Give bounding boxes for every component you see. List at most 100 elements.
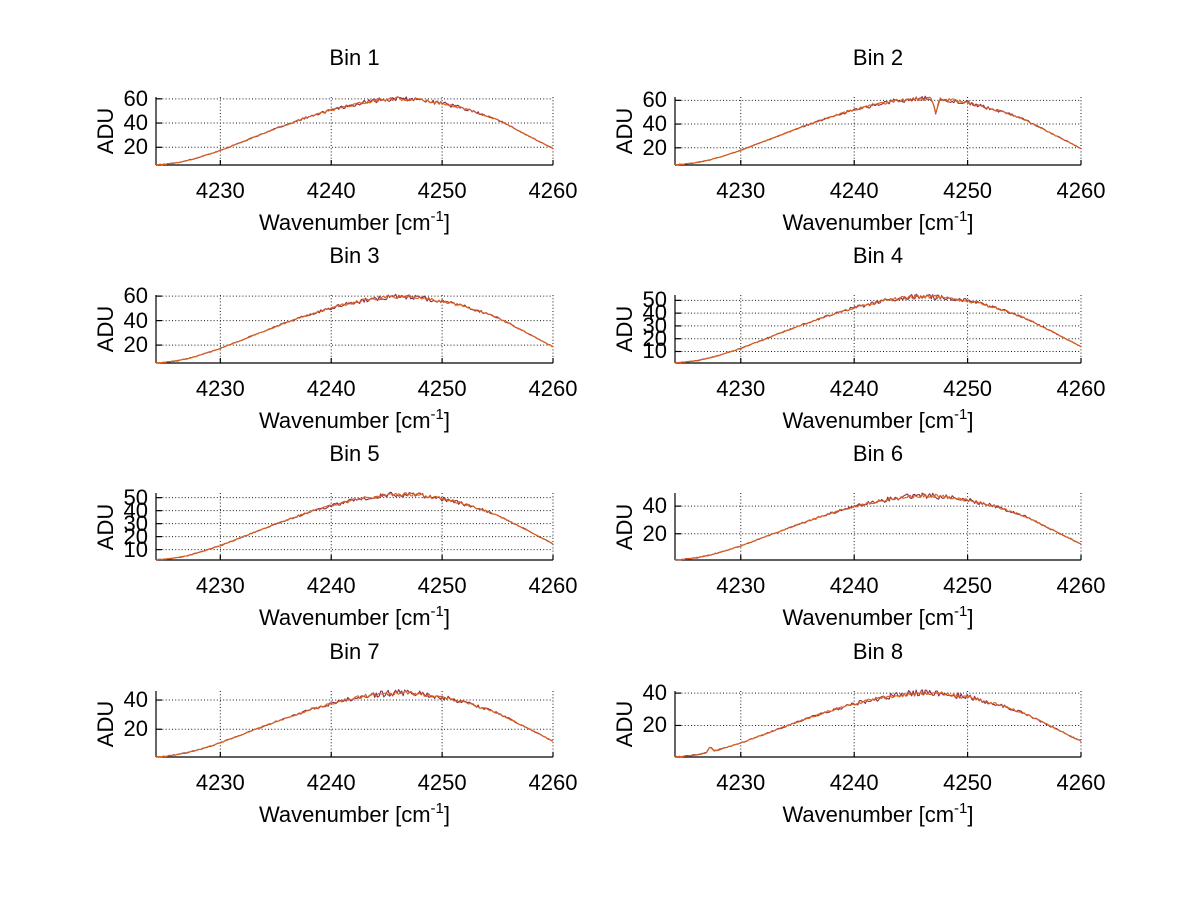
x-axis-label-superscript: -1: [430, 406, 444, 423]
x-tick-label: 4260: [528, 770, 578, 795]
x-tick-label: 4240: [829, 178, 879, 203]
subplot-canvas: [674, 492, 1082, 561]
y-tick-label: 40: [123, 110, 148, 136]
x-tick-label: 4230: [195, 376, 245, 401]
subplot-canvas: [155, 293, 554, 364]
spectrum-line-under: [674, 492, 1082, 561]
y-tick-label: 20: [123, 716, 148, 742]
subplot-title: Bin 3: [329, 243, 380, 268]
subplot-canvas: [155, 96, 554, 166]
spectrum-line-under: [674, 95, 1082, 166]
x-tick-label: 4230: [195, 770, 245, 795]
subplot-title: Bin 1: [329, 45, 380, 70]
y-tick-label: 40: [642, 680, 667, 706]
x-tick-label: 4250: [943, 770, 993, 795]
x-tick-label: 4240: [829, 770, 879, 795]
spectrum-line: [155, 492, 554, 561]
y-tick-label: 40: [642, 300, 667, 326]
y-tick-label: 40: [123, 307, 148, 333]
x-tick-label: 4260: [528, 573, 578, 598]
x-tick-label: 4260: [528, 178, 578, 203]
y-tick-label: 50: [642, 287, 667, 313]
spectrum-line-under: [674, 293, 1082, 364]
x-tick-label: 4240: [829, 573, 879, 598]
x-axis-label: Wavenumber [cm-1]: [782, 800, 974, 827]
x-tick-label: 4260: [528, 376, 578, 401]
y-tick-label: 40: [123, 687, 148, 713]
x-tick-label: 4240: [306, 573, 356, 598]
x-tick-label: 4230: [195, 178, 245, 203]
y-tick-label: 10: [123, 536, 148, 562]
x-axis-label-superscript: -1: [954, 603, 968, 620]
subplot-title: Bin 6: [852, 441, 904, 466]
y-tick-label: 40: [123, 497, 148, 523]
spectrum-line: [155, 690, 554, 758]
y-tick-label: 20: [123, 134, 148, 160]
spectrum-line: [155, 96, 554, 166]
y-tick-label: 20: [642, 325, 667, 351]
y-tick-label: 60: [123, 283, 148, 309]
subplot-title: Bin 8: [852, 639, 904, 664]
y-tick-label: 40: [642, 111, 667, 137]
y-tick-label: 20: [642, 134, 667, 160]
y-tick-label: 50: [123, 484, 148, 510]
x-tick-label: 4250: [417, 178, 467, 203]
x-tick-label: 4240: [306, 376, 356, 401]
x-axis-label: Wavenumber [cm-1]: [782, 406, 974, 433]
y-tick-label: 20: [123, 523, 148, 549]
subplot-canvas: [155, 689, 554, 758]
y-tick-label: 40: [642, 493, 667, 519]
x-tick-label: 4230: [195, 573, 245, 598]
x-tick-label: 4250: [943, 178, 993, 203]
x-tick-label: 4250: [417, 376, 467, 401]
x-axis-label: Wavenumber [cm-1]: [258, 406, 451, 433]
x-tick-label: 4260: [1056, 376, 1106, 401]
x-axis-label-superscript: -1: [430, 208, 444, 225]
x-tick-label: 4260: [1056, 770, 1106, 795]
x-axis-label: Wavenumber [cm-1]: [782, 208, 974, 235]
y-tick-label: 10: [642, 338, 667, 364]
subplot-canvas: [674, 95, 1082, 166]
x-tick-label: 4230: [716, 573, 766, 598]
spectrum-line: [674, 493, 1082, 561]
x-axis-label-superscript: -1: [954, 406, 968, 423]
x-tick-label: 4230: [716, 178, 766, 203]
subplot-canvas: [674, 293, 1082, 364]
x-axis-label-superscript: -1: [430, 800, 444, 817]
x-axis-label: Wavenumber [cm-1]: [258, 800, 451, 827]
subplot-canvas: [674, 689, 1082, 758]
spectrum-line: [675, 96, 1082, 166]
x-tick-label: 4250: [943, 573, 993, 598]
spectrum-line-under: [674, 689, 1082, 758]
spectrum-line-under: [156, 491, 554, 561]
spectrum-line: [674, 691, 1082, 758]
x-axis-label-superscript: -1: [430, 603, 444, 620]
y-tick-label: 20: [642, 520, 667, 546]
spectrum-line: [155, 294, 554, 364]
x-tick-label: 4240: [306, 770, 356, 795]
x-tick-label: 4240: [829, 376, 879, 401]
x-tick-label: 4260: [1056, 178, 1106, 203]
y-tick-label: 20: [642, 712, 667, 738]
y-tick-label: 20: [123, 332, 148, 358]
y-tick-label: 60: [642, 87, 667, 113]
x-tick-label: 4260: [1056, 573, 1106, 598]
x-axis-label-superscript: -1: [954, 208, 968, 225]
y-tick-label: 30: [642, 312, 667, 338]
x-tick-label: 4250: [417, 770, 467, 795]
x-tick-label: 4230: [716, 376, 766, 401]
x-axis-label: Wavenumber [cm-1]: [782, 603, 974, 630]
subplot-title: Bin 4: [852, 243, 904, 268]
x-axis-label-superscript: -1: [954, 800, 968, 817]
x-tick-label: 4240: [306, 178, 356, 203]
x-tick-label: 4250: [417, 573, 467, 598]
x-tick-label: 4250: [943, 376, 993, 401]
subplot-title: Bin 7: [329, 639, 380, 664]
y-tick-label: 30: [123, 510, 148, 536]
subplot-title: Bin 5: [329, 441, 380, 466]
spectrum-line-under: [155, 293, 554, 364]
x-axis-label: Wavenumber [cm-1]: [258, 208, 451, 235]
spectrum-line-under: [155, 96, 554, 166]
subplot-title: Bin 2: [852, 45, 904, 70]
